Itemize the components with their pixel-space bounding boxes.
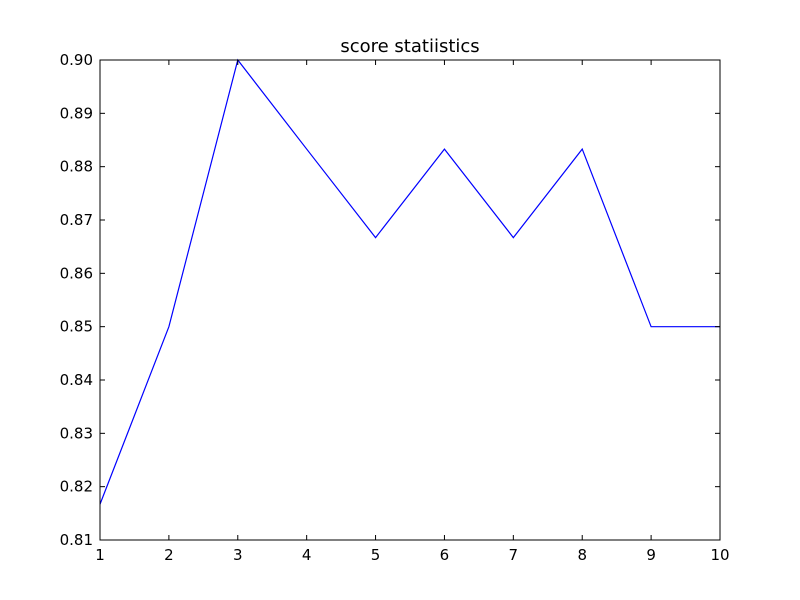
x-tick-label: 7 [509, 546, 519, 564]
x-tick-label: 6 [440, 546, 450, 564]
x-tick-label: 4 [302, 546, 312, 564]
y-tick-label: 0.88 [60, 158, 93, 176]
x-tick-label: 5 [371, 546, 381, 564]
x-tick-label: 3 [233, 546, 243, 564]
y-tick-label: 0.86 [60, 264, 93, 282]
x-tick-label: 9 [646, 546, 656, 564]
x-axis-ticks: 1 2 3 4 5 6 7 8 9 10 [95, 60, 730, 564]
y-tick-label: 0.85 [60, 318, 93, 336]
y-tick-label: 0.81 [60, 531, 93, 549]
y-tick-label: 0.90 [60, 51, 93, 69]
plot-area-frame [99, 59, 721, 541]
y-axis-ticks: 0.81 0.82 0.83 0.84 0.85 0.86 0.87 0.88 0.89 0.90 [60, 51, 720, 549]
series-layer [99, 58, 720, 505]
chart-title: score statiistics [340, 36, 479, 57]
y-tick-label: 0.83 [60, 424, 93, 442]
y-tick-label: 0.87 [60, 211, 93, 229]
y-tick-label: 0.84 [60, 371, 93, 389]
x-tick-label: 1 [95, 546, 105, 564]
x-tick-label: 2 [164, 546, 174, 564]
x-tick-label: 10 [710, 546, 729, 564]
y-tick-label: 0.82 [60, 478, 93, 496]
x-tick-label: 8 [577, 546, 587, 564]
series-line-0 [99, 58, 720, 505]
y-tick-label: 0.89 [60, 104, 93, 122]
